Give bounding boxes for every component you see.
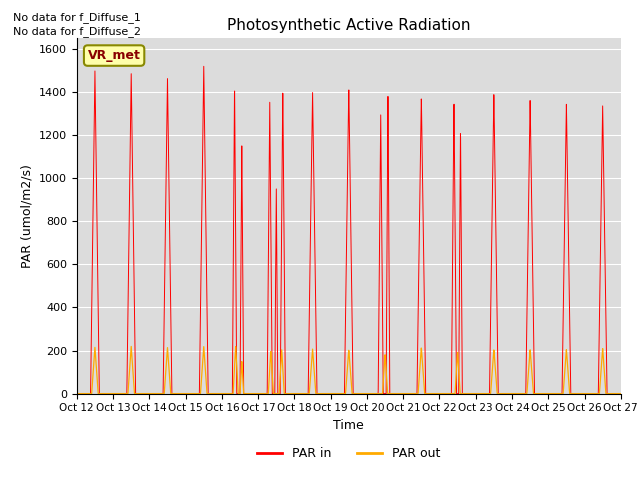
X-axis label: Time: Time (333, 419, 364, 432)
Text: No data for f_Diffuse_1: No data for f_Diffuse_1 (13, 12, 141, 23)
Legend: PAR in, PAR out: PAR in, PAR out (252, 443, 445, 466)
Text: No data for f_Diffuse_2: No data for f_Diffuse_2 (13, 26, 141, 37)
Y-axis label: PAR (umol/m2/s): PAR (umol/m2/s) (20, 164, 33, 268)
Text: VR_met: VR_met (88, 49, 141, 62)
Title: Photosynthetic Active Radiation: Photosynthetic Active Radiation (227, 18, 470, 33)
